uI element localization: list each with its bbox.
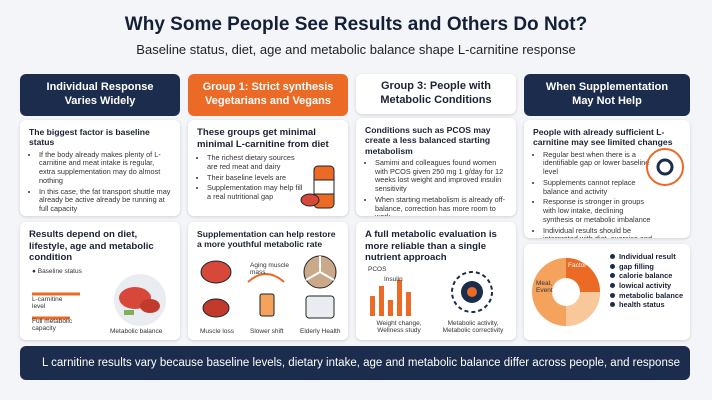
illustration	[646, 148, 684, 186]
card-heading: Supplementation can help restore a more …	[197, 229, 336, 250]
bullet-list: Regular best when there is a identifiabl…	[533, 150, 653, 238]
list-item: lowical activity	[610, 281, 683, 291]
shape	[305, 295, 335, 319]
list-item: health status	[610, 300, 683, 310]
column-header: When Supplementation May Not Help	[524, 74, 690, 116]
bullet: Samimi and colleagues found women with P…	[375, 158, 507, 194]
illustration	[370, 271, 493, 316]
label: Muscle loss	[200, 328, 234, 335]
label: Meal, Event	[536, 280, 553, 295]
card-heading: The biggest factor is baseline status	[29, 127, 150, 148]
shape	[388, 300, 393, 316]
bullet-list: Samimi and colleagues found women with P…	[365, 158, 507, 216]
illustration	[32, 274, 166, 326]
card-heading: These groups get minimal minimal L-carni…	[197, 127, 329, 150]
factor-list: Individual result gap filling calorie bala…	[610, 252, 683, 310]
list-item: Individual result	[610, 252, 683, 262]
list-item: calorie balance	[610, 271, 683, 281]
bullet: Individual results should be interpreted…	[543, 226, 653, 238]
card: The biggest factor is baseline status If…	[20, 120, 180, 216]
card: Conditions such as PCOS may create a les…	[356, 118, 516, 216]
label: Factor	[568, 262, 587, 269]
list-item: gap filling	[610, 262, 683, 272]
shape	[370, 296, 375, 316]
label-text: Baseline status	[37, 268, 82, 275]
label: Full metabolic capacity	[32, 318, 73, 333]
column-header: Group 1: Strict synthesis Vegetarians an…	[188, 74, 348, 116]
label: Slower shift	[250, 328, 284, 335]
label: Metabolic activity, Metabolic correctivi…	[442, 320, 504, 335]
bullet: Their baseline levels are	[207, 173, 307, 183]
shape	[656, 158, 674, 176]
illustration	[532, 258, 600, 326]
card-heading: Results depend on diet, lifestyle, age a…	[29, 229, 154, 263]
bullet: In this case, the fat transport shuttle …	[39, 187, 171, 214]
illustration	[300, 165, 335, 209]
label: ● Baseline status	[32, 268, 82, 275]
bullet: The richest dietary sources are red meat…	[207, 153, 307, 172]
shape	[379, 286, 384, 316]
bullet: When starting metabolism is already off-…	[375, 195, 507, 216]
card-heading: A full metabolic evaluation is more reli…	[365, 229, 497, 263]
shape	[124, 310, 134, 315]
label: Elderly Health	[300, 328, 341, 335]
label: Metabolic balance	[110, 328, 163, 335]
label: Aging muscle mass	[250, 262, 290, 277]
column-header: Individual Response Varies Widely	[20, 74, 180, 116]
shape	[300, 193, 320, 207]
card: A full metabolic evaluation is more reli…	[356, 222, 516, 340]
shape	[202, 298, 230, 318]
bullet: If the body already makes plenty of L-ca…	[39, 150, 171, 186]
bullet-list: If the body already makes plenty of L-ca…	[29, 150, 171, 214]
shape	[467, 287, 477, 297]
list-item: metabolic balance	[610, 291, 683, 301]
shape	[646, 148, 684, 186]
shape	[259, 293, 275, 317]
column-header: Group 3: People with Metabolic Condition…	[356, 74, 516, 114]
bullet-list: The richest dietary sources are red meat…	[197, 153, 307, 202]
bullet: Regular best when there is a identifiabl…	[543, 150, 653, 177]
shape	[140, 299, 160, 313]
shape	[397, 280, 402, 316]
shape	[451, 271, 493, 313]
card-heading: Conditions such as PCOS may create a les…	[365, 125, 491, 156]
card-heading: People with already sufficient L-carniti…	[533, 127, 673, 148]
label: PCOS	[368, 266, 387, 273]
shape	[200, 260, 232, 284]
card: Supplementation can help restore a more …	[188, 222, 348, 340]
bullet: Response is stronger in groups with low …	[543, 197, 653, 224]
bullet: Supplementation may help fill a real nut…	[207, 183, 307, 202]
bullet: Supplements cannot replace balance and a…	[543, 178, 653, 197]
shape	[552, 278, 580, 306]
illustration	[200, 255, 337, 319]
card: Results depend on diet, lifestyle, age a…	[20, 222, 180, 340]
label: Insulin	[384, 276, 403, 283]
footer-banner: L carnitine results vary because baselin…	[20, 346, 690, 380]
title: Why Some People See Results and Others D…	[124, 14, 588, 35]
shape	[313, 179, 335, 195]
card: People with already sufficient L-carniti…	[524, 120, 690, 238]
shape	[305, 256, 335, 281]
card: Factor Meal, Event Individual result gap …	[524, 244, 690, 340]
label: Weight change, Wellness study	[376, 320, 422, 335]
shape	[247, 273, 285, 283]
label: L-carnitine level	[32, 296, 63, 311]
subtitle: Baseline status, diet, age and metabolic…	[136, 42, 576, 57]
shape	[406, 292, 411, 316]
card: These groups get minimal minimal L-carni…	[188, 120, 348, 216]
